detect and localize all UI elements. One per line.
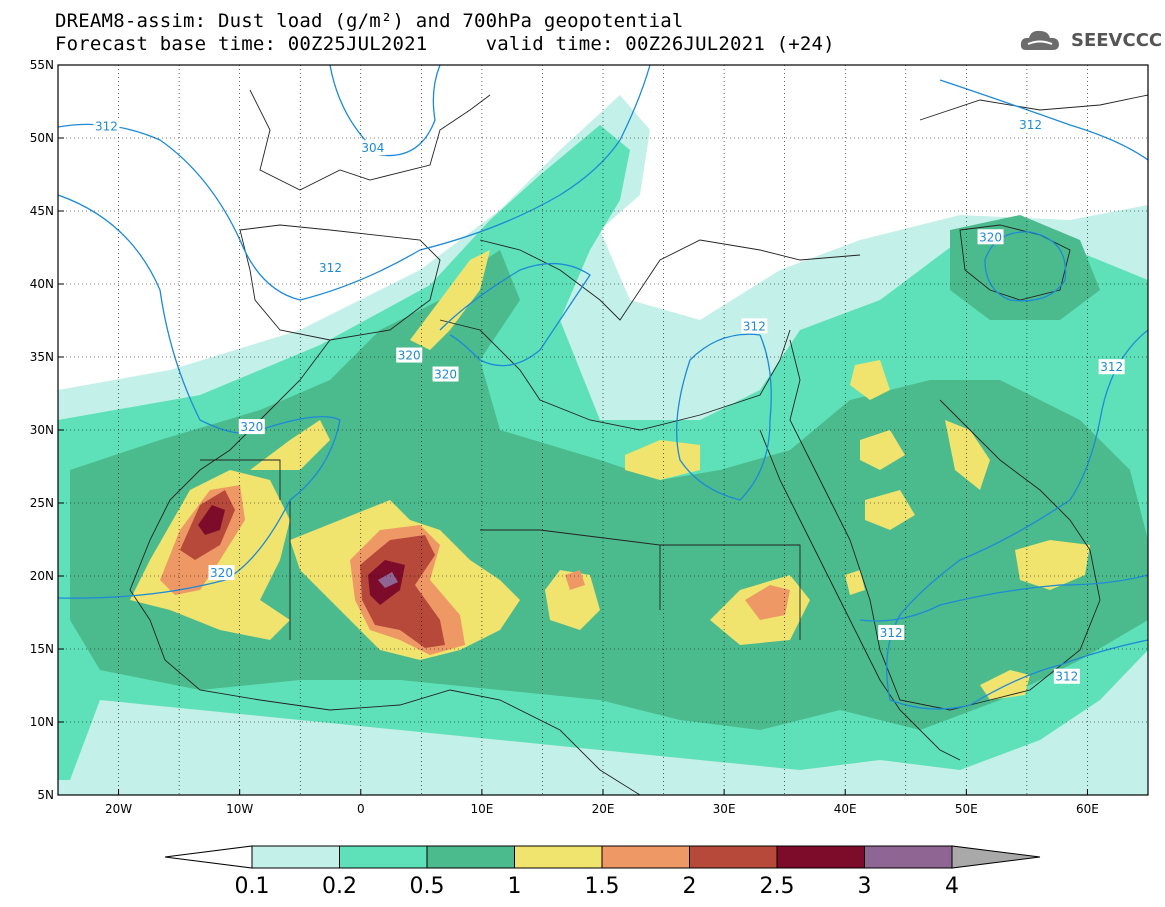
colorbar: 0.1 0.2 0.5 1 1.5 2 2.5 3 4 xyxy=(164,845,1041,899)
forecast-time-subtitle: Forecast base time: 00Z25JUL2021 valid t… xyxy=(55,33,835,55)
lon-tick-label: 40E xyxy=(834,802,857,816)
lon-tick-label: 0 xyxy=(357,802,365,816)
lon-tick-label: 30E xyxy=(713,802,736,816)
colorbar-label: 0.2 xyxy=(322,874,357,899)
contour-label-box xyxy=(359,140,386,156)
seevccc-logo-cloud-icon xyxy=(1020,30,1059,50)
lat-tick-label: 25N xyxy=(30,496,54,510)
lon-tick-label: 10E xyxy=(470,802,493,816)
colorbar-label: 1.5 xyxy=(585,874,620,899)
colorbar-swatch xyxy=(251,845,340,869)
colorbar-swatch xyxy=(776,845,865,869)
contour-label: 312 xyxy=(1100,360,1123,374)
lat-tick-label: 20N xyxy=(30,569,54,583)
contour-label-box xyxy=(317,259,344,275)
contour-label-box xyxy=(1053,668,1080,684)
contour-label-box xyxy=(1017,116,1044,132)
lon-tick-label: 10W xyxy=(226,802,253,816)
lat-tick-label: 45N xyxy=(30,204,54,218)
contour-label: 312 xyxy=(95,119,118,133)
colorbar-swatch xyxy=(514,845,603,869)
lat-tick-label: 55N xyxy=(30,58,54,72)
contour-label-box xyxy=(208,565,235,581)
contour-label: 320 xyxy=(434,368,457,382)
colorbar-swatch xyxy=(601,845,690,869)
contour-label: 312 xyxy=(1055,670,1078,684)
contour-label: 312 xyxy=(319,261,342,275)
colorbar-label: 4 xyxy=(945,874,959,899)
colorbar-swatch xyxy=(689,845,778,869)
contour-label: 320 xyxy=(398,349,421,363)
latitude-axis: 55N 50N 45N 40N 35N 30N 25N 20N 15N 10N 5N xyxy=(30,58,64,802)
lon-tick-label: 20W xyxy=(105,802,132,816)
contour-label-box xyxy=(238,419,265,435)
colorbar-label: 2 xyxy=(683,874,697,899)
lat-tick-label: 30N xyxy=(30,423,54,437)
colorbar-label: 2.5 xyxy=(760,874,795,899)
lat-tick-label: 35N xyxy=(30,350,54,364)
contour-label-box xyxy=(741,318,768,334)
lat-tick-label: 10N xyxy=(30,715,54,729)
dust-load-field: 312 304 312 320 320 312 320 320 312 320 312 312 312 xyxy=(58,65,1148,795)
colorbar-under-triangle xyxy=(164,845,253,869)
colorbar-over-triangle xyxy=(951,845,1041,869)
contour-label-box xyxy=(1098,359,1125,375)
lat-tick-label: 5N xyxy=(37,788,54,802)
contour-label-box xyxy=(396,347,423,363)
longitude-axis: 20W 10W 0 10E 20E 30E 40E 50E 60E xyxy=(105,789,1099,816)
colorbar-label: 1 xyxy=(508,874,522,899)
contour-label: 320 xyxy=(240,420,263,434)
contour-label-box xyxy=(977,229,1004,245)
contour-label: 312 xyxy=(743,319,766,333)
lat-tick-label: 15N xyxy=(30,642,54,656)
colorbar-swatch xyxy=(426,845,515,869)
lon-tick-label: 60E xyxy=(1076,802,1099,816)
colorbar-swatch xyxy=(864,845,953,869)
colorbar-label: 3 xyxy=(858,874,872,899)
lat-tick-label: 40N xyxy=(30,277,54,291)
contour-label: 312 xyxy=(880,626,903,640)
colorbar-swatch xyxy=(339,845,428,869)
colorbar-label: 0.5 xyxy=(410,874,445,899)
graticule xyxy=(58,65,1148,795)
contour-label: 320 xyxy=(979,230,1002,244)
colorbar-label: 0.1 xyxy=(235,874,270,899)
contour-label: 304 xyxy=(361,141,384,155)
lon-tick-label: 20E xyxy=(592,802,615,816)
contour-labels: 312 304 312 320 320 312 320 320 312 320 312 312 312 xyxy=(93,116,1125,684)
lon-tick-label: 50E xyxy=(955,802,978,816)
contour-label-box xyxy=(432,366,459,382)
map-title: DREAM8-assim: Dust load (g/m²) and 700hP… xyxy=(55,10,684,32)
contour-label-box xyxy=(93,118,120,134)
seevccc-logo-text: SEEVCCC xyxy=(1071,30,1163,51)
geopotential-contours xyxy=(58,65,1148,710)
contour-label: 312 xyxy=(1019,118,1042,132)
lat-tick-label: 50N xyxy=(30,131,54,145)
contour-label-box xyxy=(878,624,905,640)
contour-label: 320 xyxy=(210,566,233,580)
